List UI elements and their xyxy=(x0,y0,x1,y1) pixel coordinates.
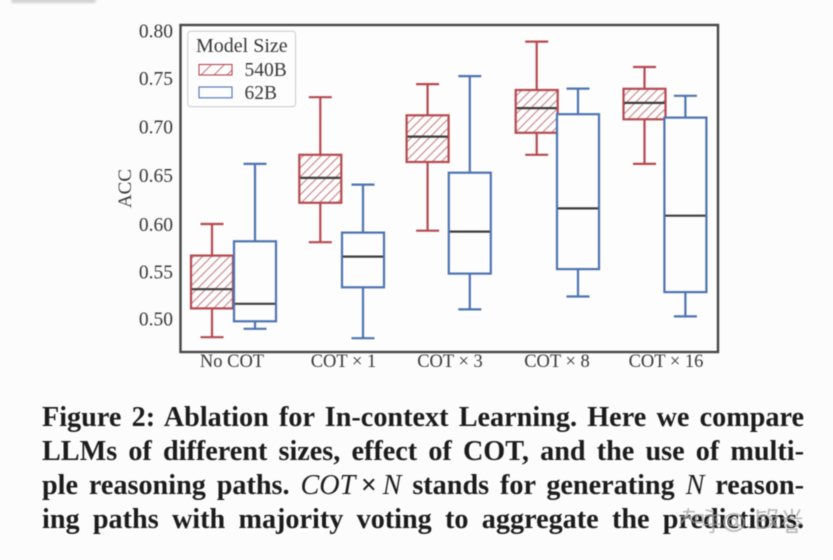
svg-text:0.50: 0.50 xyxy=(139,310,173,331)
svg-text:0.60: 0.60 xyxy=(139,215,173,236)
svg-text:540B: 540B xyxy=(245,60,287,81)
svg-text:No COT: No COT xyxy=(200,352,264,372)
svg-text:0.70: 0.70 xyxy=(139,118,173,139)
svg-text:0.55: 0.55 xyxy=(139,263,173,284)
svg-text:COT × 16: COT × 16 xyxy=(629,352,704,372)
svg-text:ACC: ACC xyxy=(115,169,136,208)
svg-text:0.80: 0.80 xyxy=(139,22,173,43)
svg-text:Model Size: Model Size xyxy=(196,35,288,57)
svg-text:0.75: 0.75 xyxy=(139,69,173,90)
svg-text:62B: 62B xyxy=(245,83,278,104)
svg-text:COT × 1: COT × 1 xyxy=(311,352,377,372)
svg-text:COT × 3: COT × 3 xyxy=(417,352,483,372)
svg-text:COT × 8: COT × 8 xyxy=(524,352,590,372)
svg-text:0.65: 0.65 xyxy=(139,166,173,187)
